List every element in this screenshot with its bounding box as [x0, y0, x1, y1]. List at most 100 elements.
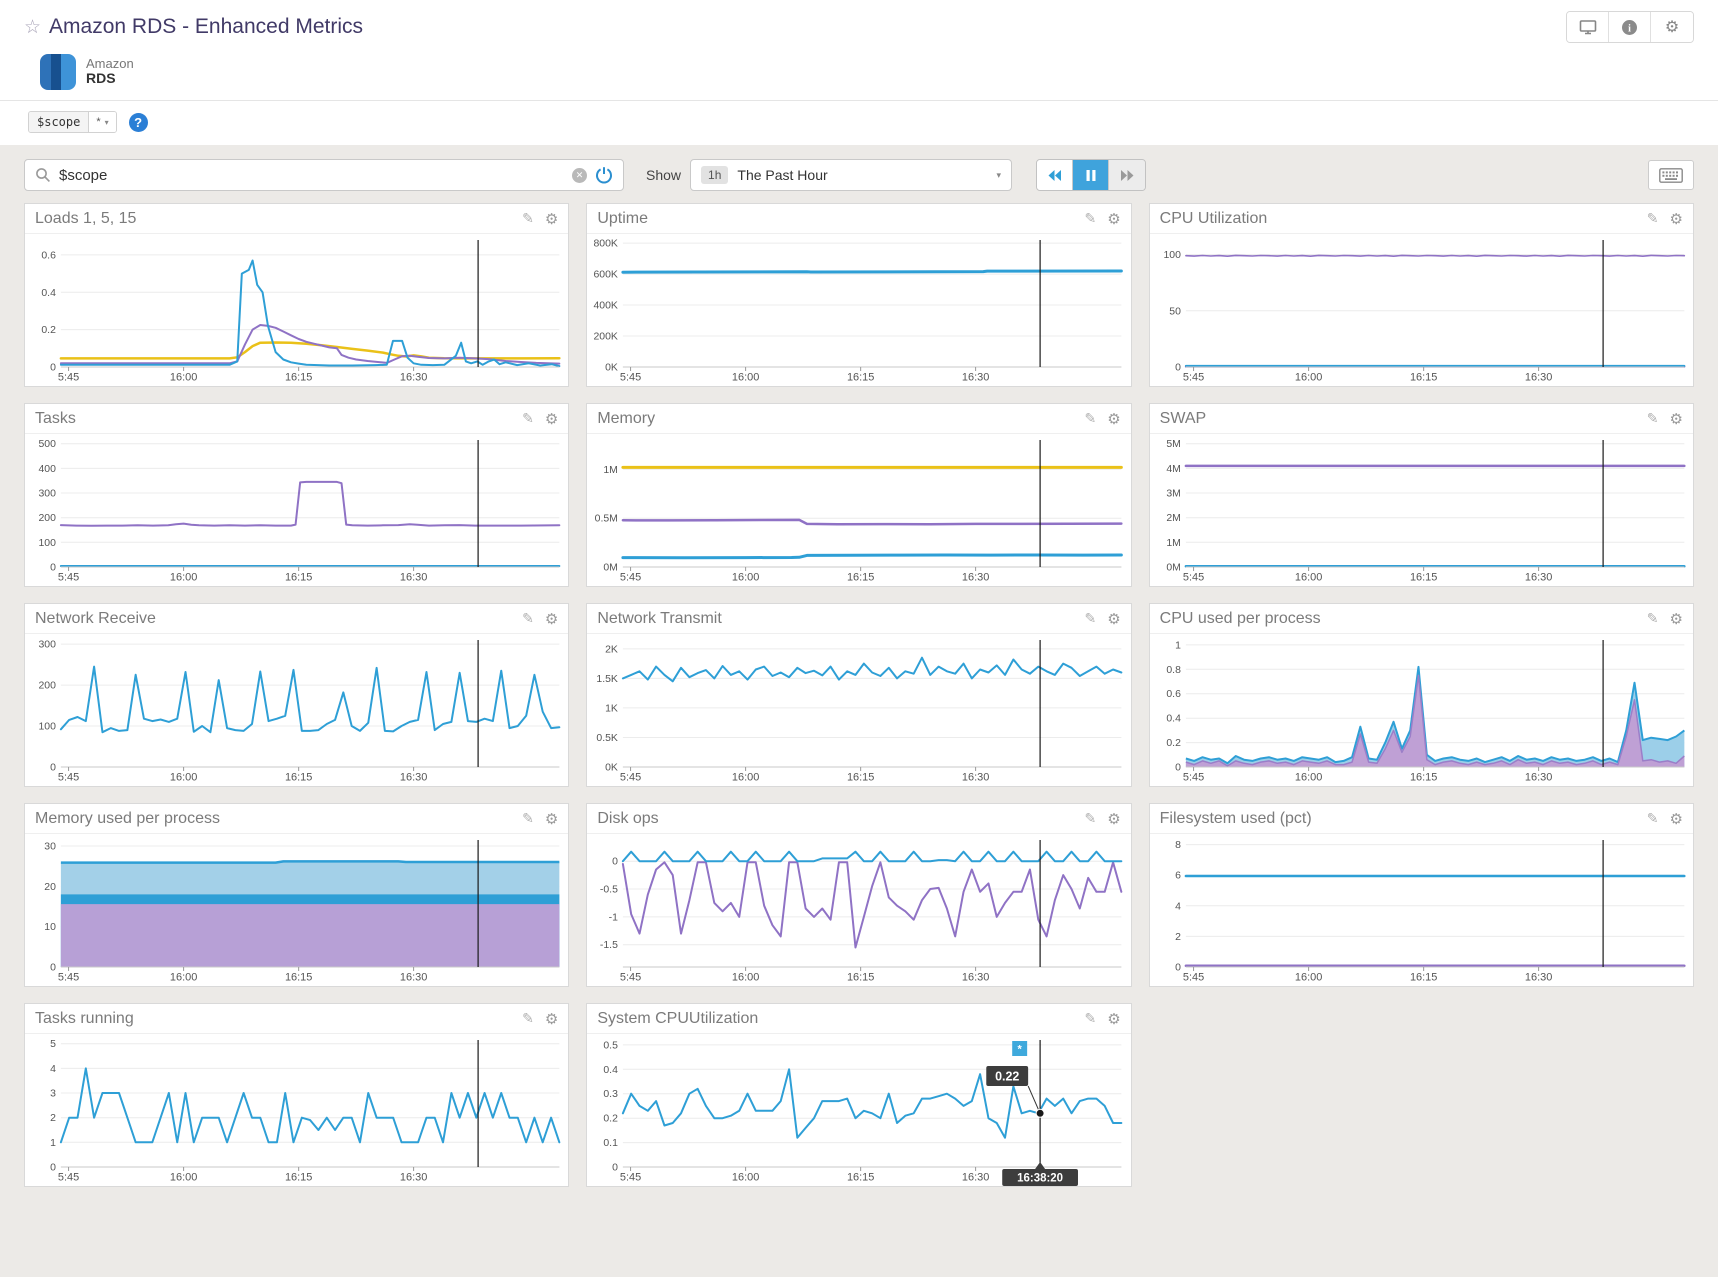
- edit-chart-icon[interactable]: ✎: [1647, 810, 1659, 827]
- edit-chart-icon[interactable]: ✎: [1084, 1010, 1096, 1027]
- chart-plot-swap[interactable]: 0M1M2M3M4M5M5:4516:0016:1516:30: [1150, 434, 1693, 586]
- scope-variable-chip[interactable]: $scope * ▾: [28, 111, 117, 133]
- chart-plot-loads[interactable]: 00.20.40.65:4516:0016:1516:30: [25, 234, 568, 386]
- chart-settings-icon[interactable]: ⚙: [1670, 410, 1683, 428]
- chart-settings-icon[interactable]: ⚙: [1670, 610, 1683, 628]
- svg-text:0K: 0K: [605, 762, 618, 773]
- svg-text:500: 500: [38, 439, 56, 450]
- edit-chart-icon[interactable]: ✎: [522, 610, 534, 627]
- svg-text:16:15: 16:15: [285, 371, 312, 383]
- info-button[interactable]: i: [1609, 12, 1651, 42]
- svg-text:5:45: 5:45: [620, 571, 641, 583]
- monitor-icon: [1579, 19, 1597, 35]
- svg-text:100: 100: [1163, 250, 1181, 261]
- svg-text:16:00: 16:00: [170, 971, 197, 983]
- svg-text:3M: 3M: [1166, 488, 1181, 499]
- chart-actions: ✎⚙: [1084, 210, 1120, 228]
- chart-plot-memory_used_per_process[interactable]: 01020305:4516:0016:1516:30: [25, 834, 568, 986]
- svg-text:0: 0: [612, 857, 618, 868]
- favorite-star-icon[interactable]: ☆: [24, 16, 41, 39]
- chart-settings-icon[interactable]: ⚙: [1670, 210, 1683, 228]
- svg-text:5:45: 5:45: [1183, 371, 1204, 383]
- pause-button[interactable]: [1073, 160, 1109, 190]
- edit-chart-icon[interactable]: ✎: [522, 210, 534, 227]
- chart-header: Network Receive✎⚙: [25, 604, 568, 634]
- svg-text:16:30: 16:30: [962, 371, 989, 383]
- svg-text:0: 0: [612, 1162, 618, 1173]
- display-mode-button[interactable]: [1567, 12, 1609, 42]
- header-actions: i ⚙: [1566, 11, 1694, 43]
- edit-chart-icon[interactable]: ✎: [522, 810, 534, 827]
- chart-settings-icon[interactable]: ⚙: [545, 210, 558, 228]
- chart-settings-icon[interactable]: ⚙: [545, 810, 558, 828]
- svg-text:5:45: 5:45: [620, 371, 641, 383]
- edit-chart-icon[interactable]: ✎: [1647, 410, 1659, 427]
- chart-actions: ✎⚙: [1647, 410, 1683, 428]
- edit-chart-icon[interactable]: ✎: [1084, 810, 1096, 827]
- edit-chart-icon[interactable]: ✎: [1084, 210, 1096, 227]
- chart-plot-cpu_utilization[interactable]: 0501005:4516:0016:1516:30: [1150, 234, 1693, 386]
- svg-text:16:30: 16:30: [1525, 971, 1552, 983]
- search-input[interactable]: [59, 167, 564, 184]
- chart-plot-uptime[interactable]: 0K200K400K600K800K5:4516:0016:1516:30: [587, 234, 1130, 386]
- chart-settings-icon[interactable]: ⚙: [545, 610, 558, 628]
- edit-chart-icon[interactable]: ✎: [1084, 610, 1096, 627]
- svg-text:5:45: 5:45: [620, 771, 641, 783]
- svg-text:16:30: 16:30: [1525, 571, 1552, 583]
- chart-settings-icon[interactable]: ⚙: [545, 410, 558, 428]
- forward-button[interactable]: [1109, 160, 1145, 190]
- chart-plot-tasks_running[interactable]: 0123455:4516:0016:1516:30: [25, 1034, 568, 1186]
- edit-chart-icon[interactable]: ✎: [522, 410, 534, 427]
- clear-search-icon[interactable]: ✕: [572, 168, 587, 183]
- dashboard-settings-button[interactable]: ⚙: [1651, 12, 1693, 42]
- chart-settings-icon[interactable]: ⚙: [1107, 610, 1120, 628]
- chart-settings-icon[interactable]: ⚙: [1670, 810, 1683, 828]
- chart-plot-tasks[interactable]: 01002003004005005:4516:0016:1516:30: [25, 434, 568, 586]
- chart-plot-network_transmit[interactable]: 0K0.5K1K1.5K2K5:4516:0016:1516:30: [587, 634, 1130, 786]
- chart-card-network_receive: Network Receive✎⚙01002003005:4516:0016:1…: [24, 603, 569, 787]
- svg-text:16:00: 16:00: [1295, 571, 1322, 583]
- edit-chart-icon[interactable]: ✎: [1084, 410, 1096, 427]
- rewind-button[interactable]: [1037, 160, 1073, 190]
- chart-plot-cpu_used_per_process[interactable]: 00.20.40.60.815:4516:0016:1516:30: [1150, 634, 1693, 786]
- pause-icon: [1085, 169, 1097, 182]
- time-range-select[interactable]: 1h The Past Hour ▾: [690, 159, 1012, 191]
- chart-settings-icon[interactable]: ⚙: [545, 1010, 558, 1028]
- keyboard-shortcuts-button[interactable]: [1648, 160, 1694, 190]
- svg-text:0.2: 0.2: [604, 1114, 619, 1125]
- refresh-icon[interactable]: [595, 166, 613, 184]
- chart-actions: ✎⚙: [1647, 610, 1683, 628]
- logo-line2: RDS: [86, 71, 134, 86]
- search-box[interactable]: ✕: [24, 159, 624, 191]
- edit-chart-icon[interactable]: ✎: [1647, 210, 1659, 227]
- svg-text:100: 100: [38, 721, 56, 732]
- chart-plot-disk_ops[interactable]: 0-0.5-1-1.55:4516:0016:1516:30: [587, 834, 1130, 986]
- time-range-badge: 1h: [701, 166, 728, 184]
- chart-settings-icon[interactable]: ⚙: [1107, 1010, 1120, 1028]
- help-icon[interactable]: ?: [129, 113, 148, 132]
- svg-text:1: 1: [1175, 640, 1181, 651]
- chart-settings-icon[interactable]: ⚙: [1107, 810, 1120, 828]
- svg-text:16:30: 16:30: [400, 371, 427, 383]
- chart-plot-network_receive[interactable]: 01002003005:4516:0016:1516:30: [25, 634, 568, 786]
- svg-text:16:15: 16:15: [285, 571, 312, 583]
- edit-chart-icon[interactable]: ✎: [1647, 610, 1659, 627]
- chart-plot-system_cpu[interactable]: 00.10.20.30.40.55:4516:0016:1516:30*0.22…: [587, 1034, 1130, 1186]
- chart-plot-memory[interactable]: 0M0.5M1M5:4516:0016:1516:30: [587, 434, 1130, 586]
- svg-text:16:15: 16:15: [285, 971, 312, 983]
- chart-card-filesystem_used: Filesystem used (pct)✎⚙024685:4516:0016:…: [1149, 803, 1694, 987]
- svg-text:0: 0: [50, 562, 56, 573]
- svg-text:16:00: 16:00: [732, 371, 759, 383]
- svg-text:16:30: 16:30: [400, 771, 427, 783]
- chart-settings-icon[interactable]: ⚙: [1107, 210, 1120, 228]
- chart-settings-icon[interactable]: ⚙: [1107, 410, 1120, 428]
- svg-text:16:15: 16:15: [1410, 571, 1437, 583]
- scope-value-select[interactable]: * ▾: [88, 112, 115, 132]
- svg-text:100: 100: [38, 538, 56, 549]
- svg-text:16:30: 16:30: [400, 571, 427, 583]
- svg-text:0.4: 0.4: [41, 288, 56, 299]
- svg-text:16:30: 16:30: [962, 771, 989, 783]
- edit-chart-icon[interactable]: ✎: [522, 1010, 534, 1027]
- chart-plot-filesystem_used[interactable]: 024685:4516:0016:1516:30: [1150, 834, 1693, 986]
- chart-actions: ✎⚙: [1084, 410, 1120, 428]
